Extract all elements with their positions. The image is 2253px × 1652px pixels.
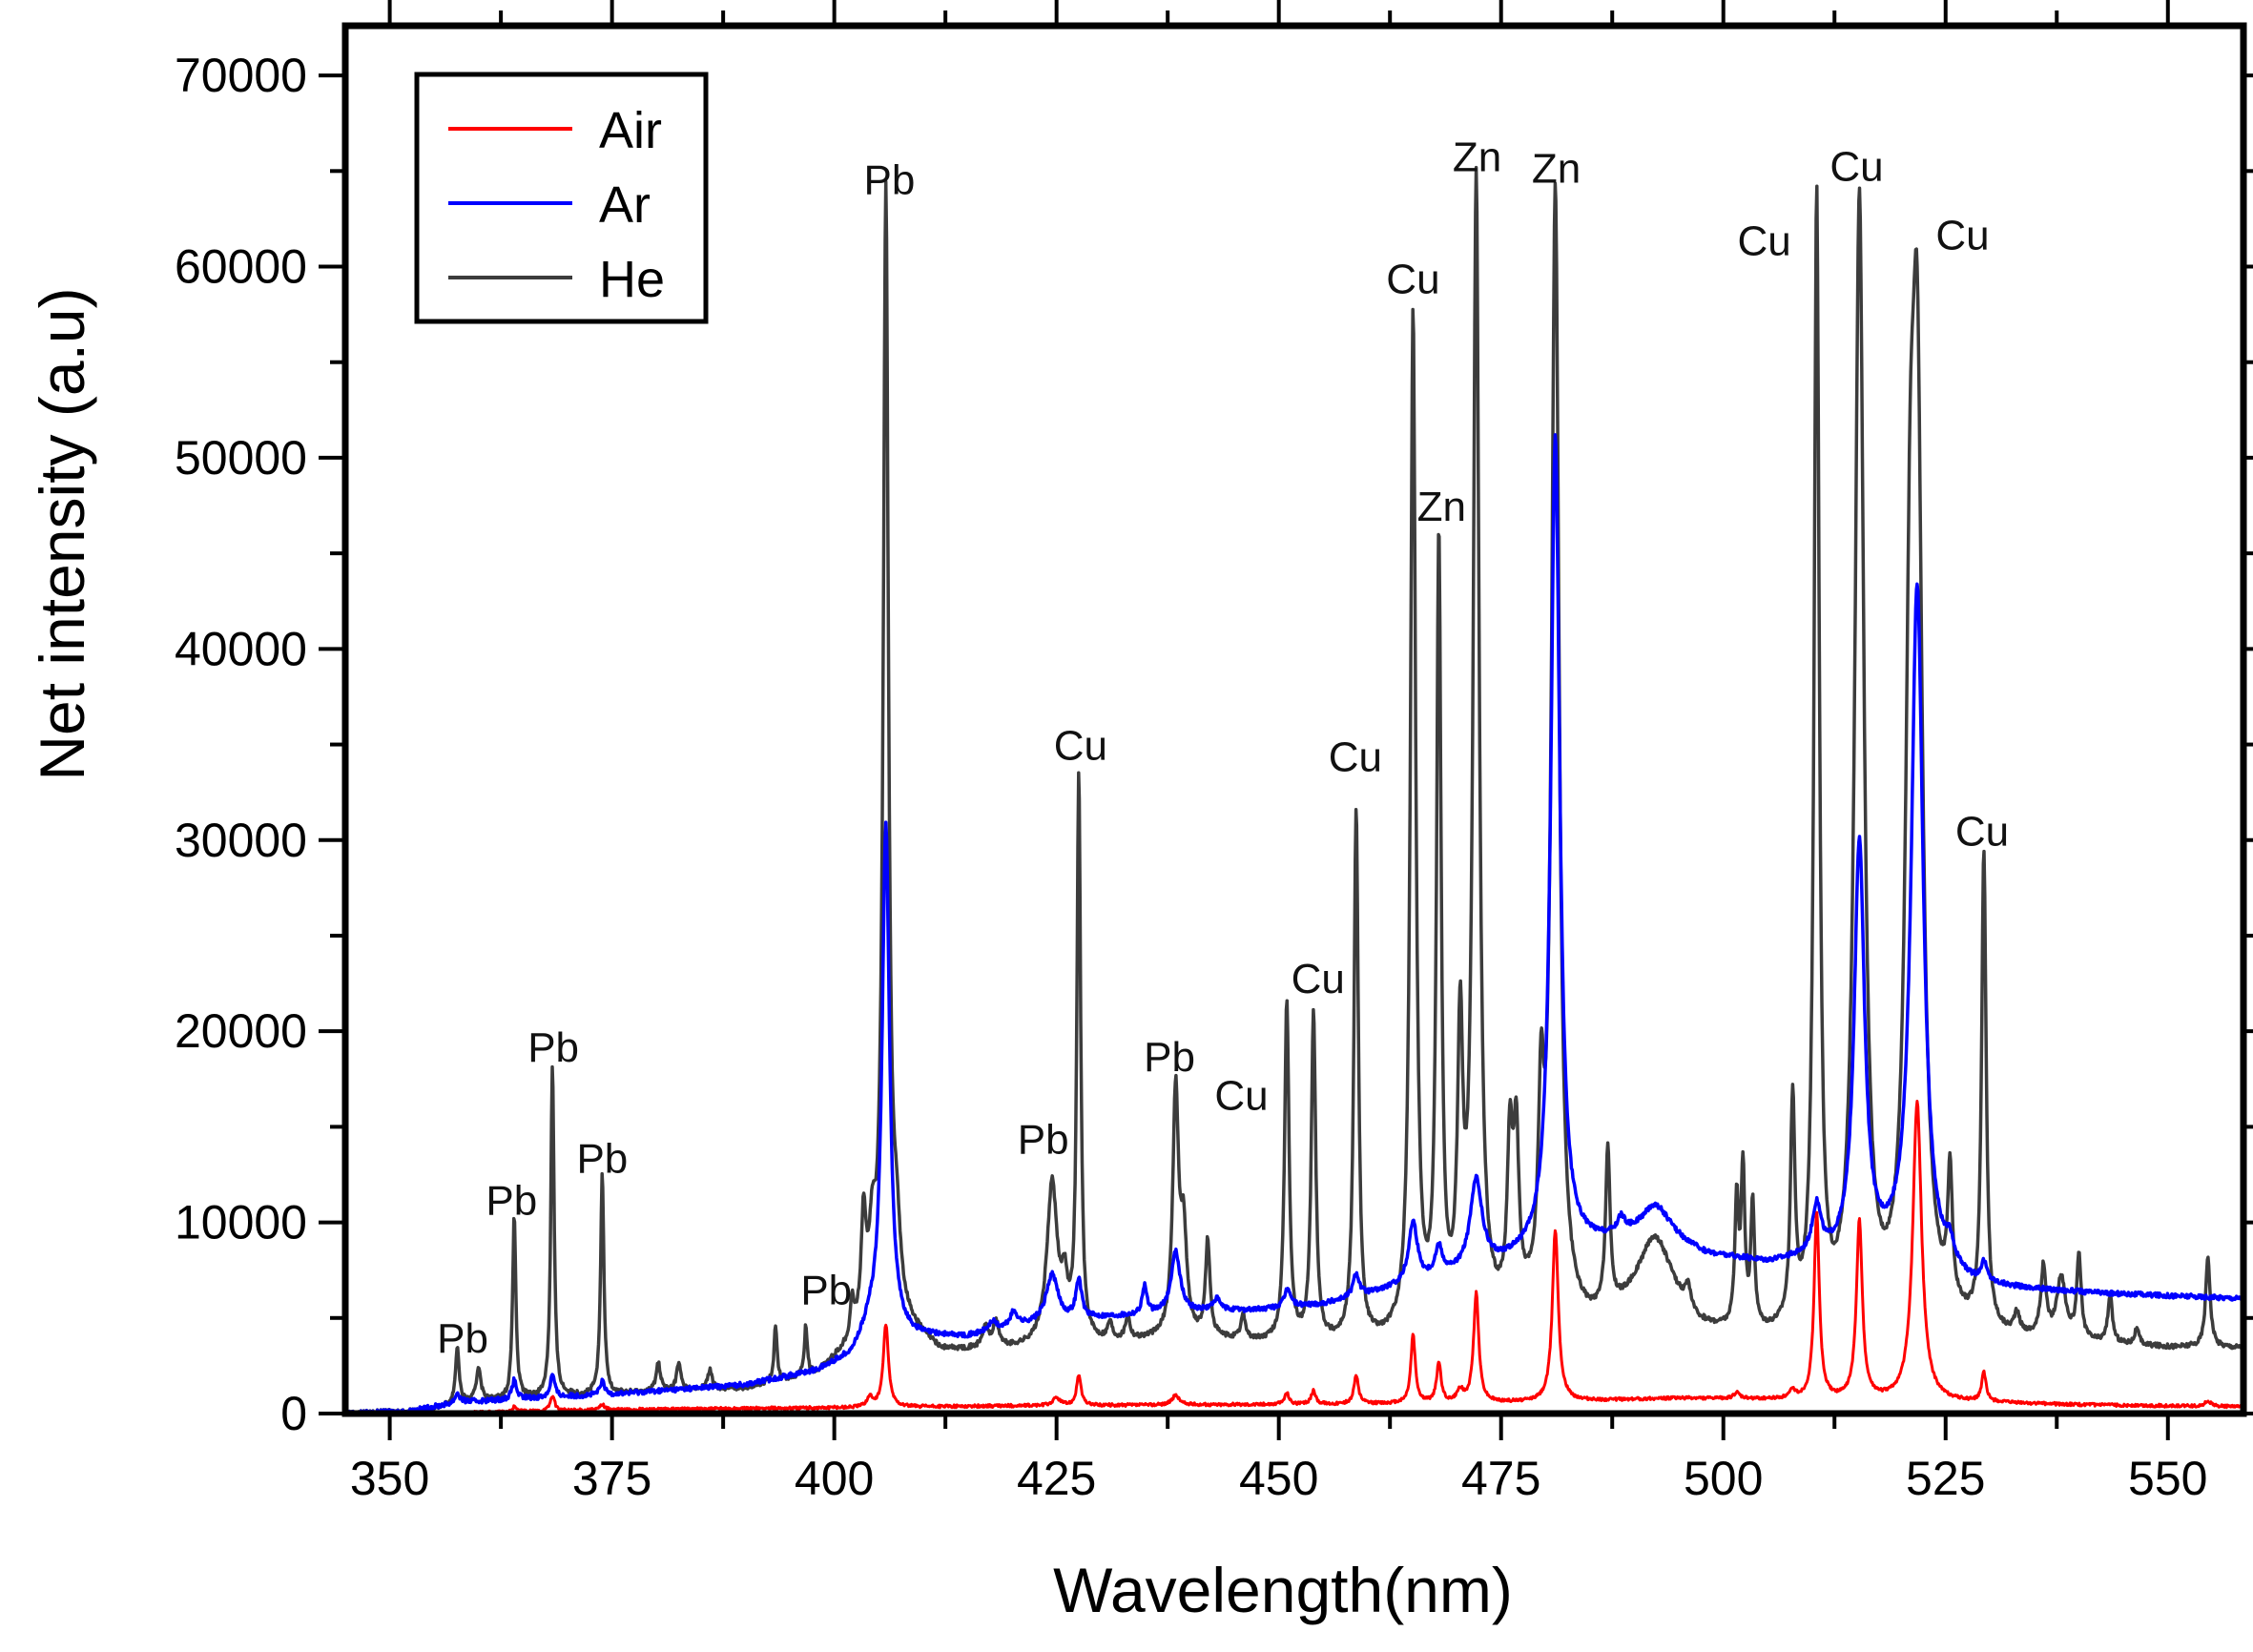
legend: Air Ar He: [414, 72, 709, 324]
x-tick-label: 550: [2128, 1452, 2207, 1505]
peak-label-cu: Cu: [1054, 723, 1107, 770]
peak-label-cu: Cu: [1737, 217, 1790, 264]
y-tick-label: 60000: [175, 240, 307, 294]
peak-label-pb: Pb: [1144, 1034, 1195, 1081]
legend-label-air: Air: [599, 102, 662, 159]
peak-label-cu: Cu: [1214, 1072, 1268, 1119]
x-tick-label: 375: [572, 1452, 651, 1505]
series-line-he: [345, 165, 2243, 1414]
peak-label-pb: Pb: [486, 1178, 537, 1225]
x-tick-label: 475: [1461, 1452, 1540, 1505]
peak-label-pb: Pb: [527, 1024, 579, 1071]
series-line-ar: [345, 433, 2243, 1414]
peak-label-pb: Pb: [1018, 1116, 1069, 1163]
legend-label-he: He: [599, 251, 665, 308]
x-tick-label: 425: [1017, 1452, 1096, 1505]
plot-lines: [345, 165, 2243, 1414]
peak-label-cu: Cu: [1955, 809, 2009, 856]
x-tick-label: 525: [1906, 1452, 1985, 1505]
x-tick-label: 500: [1684, 1452, 1763, 1505]
y-tick-label: 70000: [175, 49, 307, 102]
legend-box: [414, 72, 709, 324]
x-axis-title: Wavelength(nm): [1053, 1555, 1513, 1625]
peak-label-pb: Pb: [800, 1268, 852, 1314]
y-axis-ticks: 0 10000 20000 30000 40000 50000 60000 70000: [175, 49, 2253, 1440]
y-tick-label: 50000: [175, 431, 307, 485]
peak-label-cu: Cu: [1292, 956, 1345, 1002]
y-tick-label: 40000: [175, 622, 307, 675]
x-tick-label: 450: [1239, 1452, 1318, 1505]
x-tick-label: 400: [795, 1452, 874, 1505]
y-tick-label: 20000: [175, 1004, 307, 1058]
peak-label-zn: Zn: [1417, 484, 1466, 530]
y-tick-label: 0: [280, 1387, 307, 1440]
x-tick-label: 350: [350, 1452, 429, 1505]
y-tick-label: 30000: [175, 814, 307, 867]
peak-label-cu: Cu: [1386, 257, 1439, 303]
x-axis-ticks: 350 375 400 425 450 475 500 525 550: [350, 0, 2207, 1505]
peak-label-pb: Pb: [864, 156, 916, 203]
plot-frame: [341, 22, 2247, 1417]
peak-label-zn: Zn: [1453, 134, 1501, 180]
peak-label-cu: Cu: [1329, 734, 1382, 781]
y-axis-title: Net intensity (a.u): [27, 287, 97, 780]
series-line-air: [345, 1100, 2243, 1414]
peak-label-zn: Zn: [1532, 145, 1581, 192]
legend-label-ar: Ar: [599, 176, 651, 234]
peak-annotations: Pb Pb Pb Pb Pb Pb Pb Cu Pb Cu Cu Cu Cu Zn Zn Zn Cu Cu Cu Cu: [437, 134, 2009, 1362]
y-tick-label: 10000: [175, 1196, 307, 1249]
peak-label-cu: Cu: [1935, 212, 1989, 258]
peak-label-pb: Pb: [437, 1315, 488, 1362]
peak-label-cu: Cu: [1829, 143, 1883, 190]
peak-label-pb: Pb: [576, 1135, 628, 1182]
